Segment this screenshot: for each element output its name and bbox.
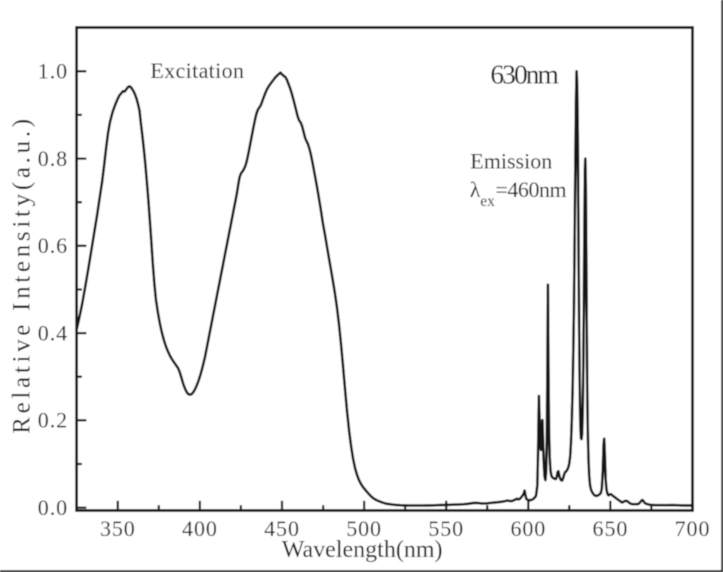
svg-text:630nm: 630nm	[490, 58, 558, 89]
svg-text:550: 550	[428, 516, 464, 541]
svg-text:0.0: 0.0	[38, 495, 68, 520]
svg-text:350: 350	[100, 516, 136, 541]
svg-text:700: 700	[675, 516, 711, 541]
svg-text:400: 400	[182, 516, 218, 541]
svg-text:Excitation: Excitation	[150, 58, 244, 83]
svg-text:650: 650	[593, 516, 629, 541]
svg-text:450: 450	[264, 516, 300, 541]
svg-text:Relative Intensity(a.u.): Relative Intensity(a.u.)	[9, 115, 36, 434]
svg-text:λ: λ	[470, 177, 481, 202]
svg-text:1.0: 1.0	[38, 59, 68, 84]
svg-text:0.8: 0.8	[38, 146, 68, 171]
svg-text:500: 500	[346, 516, 382, 541]
svg-text:600: 600	[510, 516, 546, 541]
svg-text:Emission: Emission	[470, 149, 552, 174]
svg-text:Wavelength(nm): Wavelength(nm)	[282, 537, 443, 563]
svg-text:=460nm: =460nm	[495, 177, 566, 202]
svg-text:ex: ex	[480, 193, 495, 210]
svg-text:0.6: 0.6	[38, 233, 68, 258]
svg-text:0.2: 0.2	[38, 408, 68, 433]
svg-text:0.4: 0.4	[38, 320, 68, 345]
